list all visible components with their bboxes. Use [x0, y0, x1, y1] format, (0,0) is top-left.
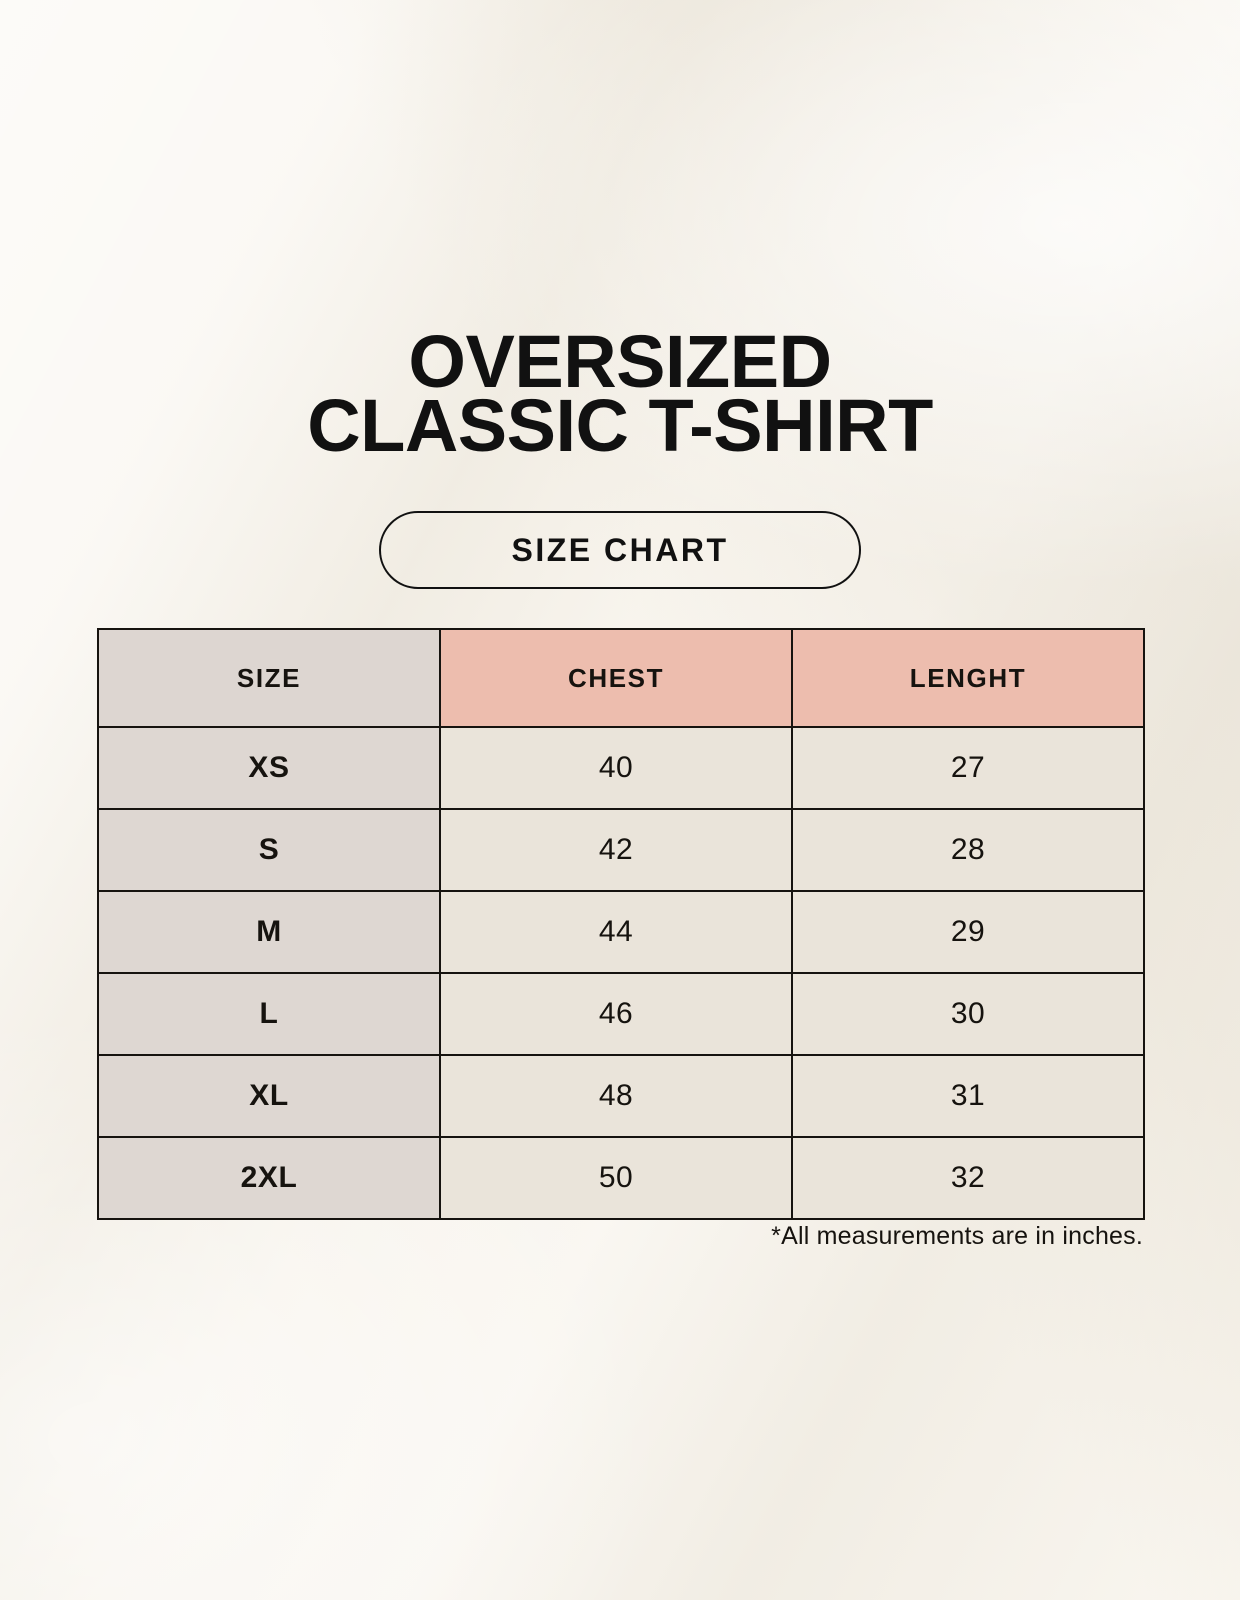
table-row: 2XL 50 32	[97, 1136, 1145, 1220]
cell-length: 30	[791, 972, 1145, 1056]
cell-size-label: M	[256, 915, 282, 948]
cell-length-value: 30	[950, 997, 986, 1030]
size-chart-badge: SIZE CHART	[379, 511, 861, 589]
cell-chest-value: 40	[598, 751, 634, 784]
table-header-row: SIZE CHEST LENGHT	[97, 628, 1145, 728]
cell-length-value: 27	[950, 751, 986, 784]
table-row: L 46 30	[97, 972, 1145, 1056]
cell-chest-value: 48	[598, 1079, 634, 1112]
column-header-length: LENGHT	[791, 628, 1145, 728]
cell-chest-value: 42	[598, 833, 634, 866]
column-header-size: SIZE	[97, 628, 441, 728]
cell-size-label: S	[258, 833, 280, 866]
table-body: XS 40 27 S 42 28 M 44 29 L 46 30	[97, 726, 1145, 1220]
cell-length: 32	[791, 1136, 1145, 1220]
column-header-chest: CHEST	[439, 628, 793, 728]
cell-size-label: XS	[248, 751, 290, 784]
cell-chest: 50	[439, 1136, 793, 1220]
size-chart-table-wrapper: SIZE CHEST LENGHT XS 40 27 S	[97, 628, 1145, 1220]
cell-chest-value: 44	[598, 915, 634, 948]
table-row: M 44 29	[97, 890, 1145, 974]
table-header: SIZE CHEST LENGHT	[97, 628, 1145, 728]
cell-length: 28	[791, 808, 1145, 892]
cell-chest-value: 46	[598, 997, 634, 1030]
cell-size: S	[97, 808, 441, 892]
column-header-size-label: SIZE	[236, 662, 302, 693]
cell-chest: 46	[439, 972, 793, 1056]
measurement-footnote: *All measurements are in inches.	[771, 1222, 1143, 1250]
table-row: S 42 28	[97, 808, 1145, 892]
cell-chest-value: 50	[598, 1161, 634, 1194]
cell-length: 31	[791, 1054, 1145, 1138]
size-chart-badge-label: SIZE CHART	[511, 531, 729, 568]
table-row: XS 40 27	[97, 726, 1145, 810]
cell-chest: 40	[439, 726, 793, 810]
column-header-length-label: LENGHT	[909, 662, 1027, 693]
cell-size-label: L	[259, 997, 279, 1030]
cell-chest: 48	[439, 1054, 793, 1138]
title-line-1: OVERSIZED	[408, 320, 832, 403]
cell-length-value: 31	[950, 1079, 986, 1112]
cell-size: XL	[97, 1054, 441, 1138]
cell-length-value: 32	[950, 1161, 986, 1194]
page-title: OVERSIZED CLASSIC T-SHIRT	[0, 320, 1240, 467]
cell-length-value: 29	[950, 915, 986, 948]
cell-size-label: 2XL	[240, 1161, 298, 1194]
cell-length: 27	[791, 726, 1145, 810]
title-line-2: CLASSIC T-SHIRT	[307, 384, 933, 467]
cell-size: L	[97, 972, 441, 1056]
cell-chest: 44	[439, 890, 793, 974]
cell-length-value: 28	[950, 833, 986, 866]
column-header-chest-label: CHEST	[567, 662, 665, 693]
size-chart-table: SIZE CHEST LENGHT XS 40 27 S	[97, 628, 1145, 1220]
cell-chest: 42	[439, 808, 793, 892]
cell-size: 2XL	[97, 1136, 441, 1220]
cell-length: 29	[791, 890, 1145, 974]
cell-size: M	[97, 890, 441, 974]
table-row: XL 48 31	[97, 1054, 1145, 1138]
cell-size-label: XL	[249, 1079, 289, 1112]
size-chart-badge-wrapper: SIZE CHART	[0, 511, 1240, 589]
cell-size: XS	[97, 726, 441, 810]
